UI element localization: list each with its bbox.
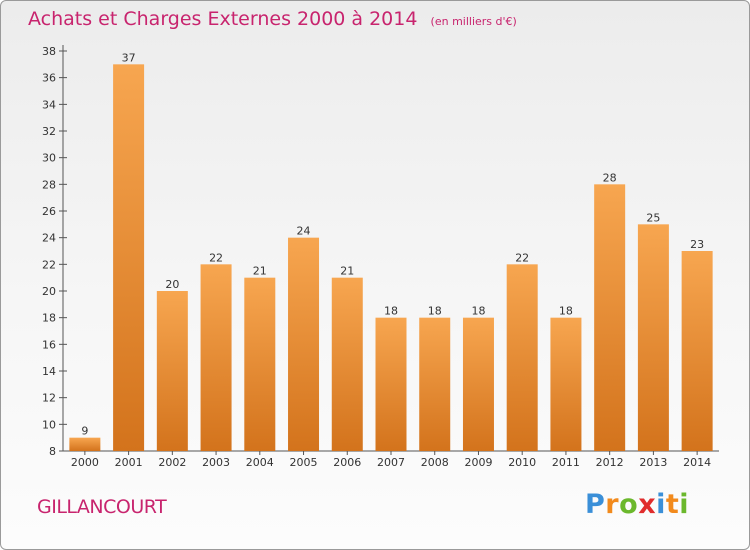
bar-2001	[113, 64, 145, 452]
data-label: 37	[122, 51, 136, 64]
logo-letter: i	[679, 489, 690, 520]
data-label: 23	[690, 238, 704, 251]
bar-2007	[375, 317, 407, 451]
x-tick-label: 2012	[596, 456, 624, 469]
x-tick-label: 2007	[377, 456, 405, 469]
y-tick-label: 10	[42, 418, 56, 431]
data-label: 18	[384, 305, 398, 318]
x-tick-label: 2011	[552, 456, 580, 469]
y-tick-label: 36	[42, 72, 56, 85]
bar-2005	[288, 237, 320, 451]
y-tick-label: 38	[42, 45, 56, 58]
x-tick-label: 2013	[639, 456, 667, 469]
title-block: Achats et Charges Externes 2000 à 2014 (…	[28, 8, 517, 30]
chart-title: Achats et Charges Externes 2000 à 2014	[28, 8, 418, 30]
logo-letter: t	[665, 489, 680, 520]
x-tick-label: 2009	[464, 456, 492, 469]
x-tick-label: 2008	[421, 456, 449, 469]
bar-2000	[69, 437, 101, 451]
x-tick-label: 2002	[158, 456, 186, 469]
bar-2013	[637, 224, 669, 451]
x-tick-label: 2005	[290, 456, 318, 469]
x-tick-label: 2010	[508, 456, 536, 469]
bar-2009	[462, 317, 494, 451]
data-label: 18	[471, 305, 485, 318]
x-tick-label: 2001	[115, 456, 143, 469]
y-tick-label: 8	[49, 445, 56, 458]
data-label: 22	[209, 251, 223, 264]
logo-letter: r	[605, 489, 620, 520]
data-label: 18	[428, 305, 442, 318]
logo-letter: P	[585, 489, 606, 520]
data-label: 25	[646, 211, 660, 224]
chart-unit: (en milliers d'€)	[430, 15, 517, 28]
y-tick-label: 16	[42, 338, 56, 351]
bar-2010	[506, 264, 538, 451]
y-tick-label: 18	[42, 312, 56, 325]
logo-letter: i	[656, 489, 666, 520]
data-label: 20	[165, 278, 179, 291]
bar-2011	[550, 317, 582, 451]
bar-2008	[419, 317, 451, 451]
y-tick-label: 28	[42, 178, 56, 191]
y-tick-label: 24	[42, 232, 56, 245]
x-tick-label: 2004	[246, 456, 274, 469]
data-label: 22	[515, 251, 529, 264]
x-tick-label: 2000	[71, 456, 99, 469]
location-name: GILLANCOURT	[37, 496, 167, 518]
y-tick-label: 34	[42, 98, 56, 111]
data-label: 9	[81, 425, 88, 438]
x-tick-label: 2014	[683, 456, 711, 469]
logo-letter: o	[619, 489, 639, 520]
data-label: 28	[603, 171, 617, 184]
x-tick-label: 2003	[202, 456, 230, 469]
bar-2003	[200, 264, 232, 451]
proxiti-logo: Proxiti	[585, 489, 689, 520]
x-tick-label: 2006	[333, 456, 361, 469]
bar-2002	[156, 291, 188, 451]
y-tick-label: 22	[42, 258, 56, 271]
y-tick-label: 32	[42, 125, 56, 138]
y-tick-label: 14	[42, 365, 56, 378]
y-tick-label: 20	[42, 285, 56, 298]
logo-letter: x	[638, 489, 657, 520]
y-tick-label: 30	[42, 152, 56, 165]
y-tick-label: 26	[42, 205, 56, 218]
data-label: 24	[297, 225, 311, 238]
data-label: 21	[340, 265, 354, 278]
bar-2006	[331, 277, 363, 451]
data-label: 21	[253, 265, 267, 278]
bar-2004	[244, 277, 276, 451]
bar-2014	[681, 251, 713, 451]
bar-2012	[594, 184, 626, 452]
y-tick-label: 12	[42, 392, 56, 405]
data-label: 18	[559, 305, 573, 318]
